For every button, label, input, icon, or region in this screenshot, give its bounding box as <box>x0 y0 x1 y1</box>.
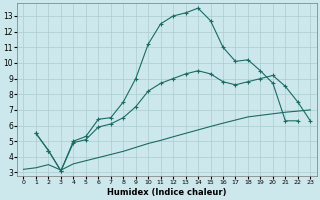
X-axis label: Humidex (Indice chaleur): Humidex (Indice chaleur) <box>107 188 227 197</box>
